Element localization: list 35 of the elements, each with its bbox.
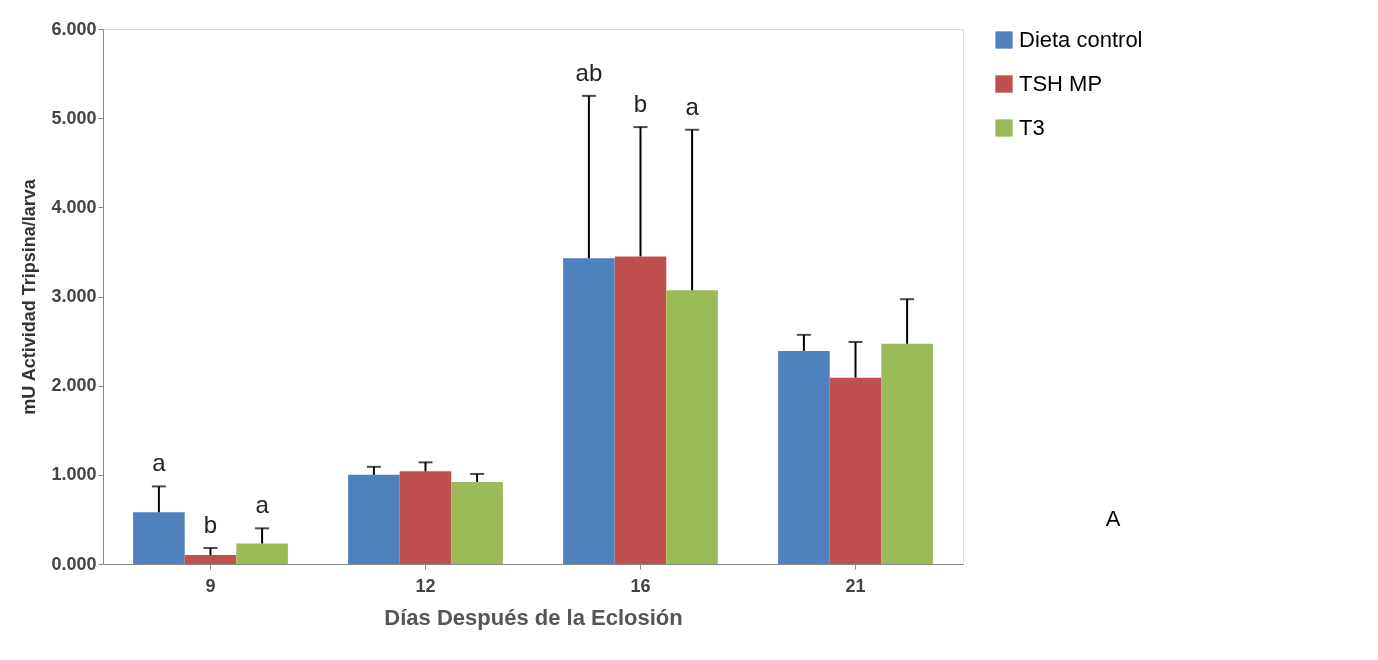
bar [348,474,400,564]
y-tick-label: 4.000 [51,196,97,217]
y-tick-label: 0.000 [51,553,97,574]
legend-label: T3 [1019,115,1045,140]
y-tick-label: 5.000 [51,107,97,128]
x-tick-label: 16 [630,575,651,596]
y-tick-label: 6.000 [51,18,97,39]
annotation: b [633,90,648,118]
x-axis-title: Días Después de la Eclosión [384,604,683,630]
y-tick-label: 3.000 [51,286,97,306]
legend-label: TSH MP [1019,71,1103,96]
bar [184,555,237,564]
x-tick-label: 9 [205,575,216,596]
bar [236,543,288,564]
y-tick-label: 1.000 [51,464,97,485]
bar [451,481,503,564]
x-tick-label: 21 [845,575,866,596]
annotation: b [203,510,218,538]
bar [881,343,933,564]
bar [563,258,615,564]
y-axis-title: mU Actividad Tripsina/larva [19,178,40,415]
annotation: a [685,92,700,120]
text: A [1105,506,1121,531]
bar [133,512,185,564]
annotation: ab [575,58,603,86]
legend-label: Dieta control [1019,27,1143,52]
bar [614,256,667,564]
bar [666,290,718,564]
bar [829,377,882,564]
bar [778,350,830,564]
annotation: a [152,449,167,477]
annotation: a [255,491,270,519]
y-tick-label: 2.000 [51,375,97,396]
bar [399,471,452,564]
x-tick-label: 12 [415,575,436,596]
